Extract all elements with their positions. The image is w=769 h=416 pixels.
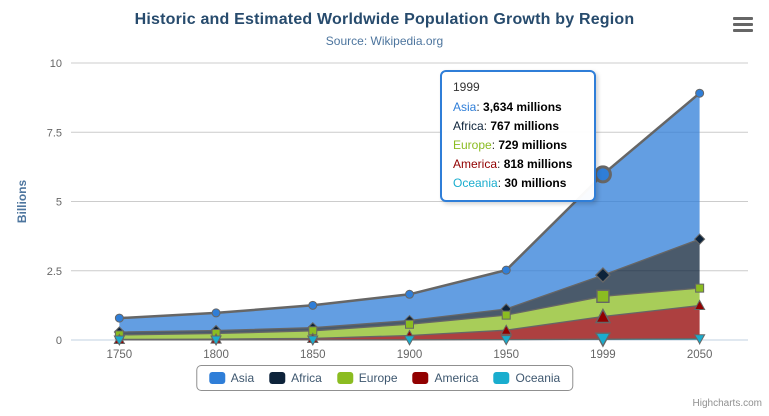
chart-title: Historic and Estimated Worldwide Populat… bbox=[134, 11, 635, 28]
point-america-2050[interactable] bbox=[693, 299, 706, 310]
point-asia-2050[interactable] bbox=[695, 88, 705, 98]
burger-bar bbox=[733, 17, 753, 20]
point-asia-1750[interactable] bbox=[114, 313, 124, 323]
chart-subtitle: Source: Wikipedia.org bbox=[325, 34, 444, 48]
point-asia-1999[interactable] bbox=[593, 165, 612, 184]
x-axis-tick-label: 1800 bbox=[203, 349, 229, 361]
legend-item-asia[interactable]: Asia bbox=[208, 371, 255, 385]
legend-label: America bbox=[434, 371, 479, 385]
point-america-1950[interactable] bbox=[500, 324, 513, 335]
point-africa-2050[interactable] bbox=[693, 233, 706, 245]
y-axis-tick-label: 5 bbox=[56, 197, 62, 209]
y-axis-tick-label: 10 bbox=[50, 58, 62, 70]
point-asia-1800[interactable] bbox=[211, 308, 221, 318]
legend-label: Oceania bbox=[515, 371, 561, 385]
point-oceania-1950[interactable] bbox=[500, 335, 513, 346]
point-oceania-1750[interactable] bbox=[113, 335, 126, 346]
point-asia-1900[interactable] bbox=[405, 289, 414, 299]
x-axis-tick-label: 1850 bbox=[300, 349, 326, 361]
legend-label: Europe bbox=[358, 371, 398, 385]
legend-swatch-icon bbox=[493, 372, 510, 384]
y-axis-title: Billions bbox=[15, 180, 29, 224]
context-menu-icon[interactable] bbox=[733, 17, 753, 35]
point-asia-1850[interactable] bbox=[308, 300, 318, 310]
x-axis-tick-label: 1950 bbox=[493, 349, 519, 361]
area-asia[interactable] bbox=[119, 93, 700, 332]
y-axis-tick-label: 0 bbox=[56, 335, 62, 347]
burger-bar bbox=[733, 23, 753, 26]
point-europe-2050[interactable] bbox=[695, 283, 705, 293]
point-america-1999[interactable] bbox=[594, 308, 612, 324]
legend-item-europe[interactable]: Europe bbox=[336, 371, 398, 385]
legend-item-africa[interactable]: Africa bbox=[269, 371, 322, 385]
y-axis-tick-label: 2.5 bbox=[47, 266, 62, 278]
point-europe-1900[interactable] bbox=[405, 319, 414, 329]
x-axis-tick-label: 1900 bbox=[397, 349, 423, 361]
burger-bar bbox=[733, 29, 753, 32]
legend-swatch-icon bbox=[412, 372, 429, 384]
point-oceania-1850[interactable] bbox=[306, 335, 319, 346]
legend: Asia Africa Europe America Oceania bbox=[195, 365, 574, 391]
area-africa[interactable] bbox=[119, 239, 700, 335]
point-asia-1950[interactable] bbox=[501, 265, 511, 275]
x-axis-tick-label: 1750 bbox=[107, 349, 133, 361]
point-europe-1850[interactable] bbox=[308, 326, 318, 336]
y-axis-tick-label: 7.5 bbox=[47, 127, 62, 139]
legend-label: Asia bbox=[230, 371, 255, 385]
point-europe-1950[interactable] bbox=[501, 310, 511, 320]
point-oceania-1999[interactable] bbox=[594, 332, 612, 348]
point-oceania-1800[interactable] bbox=[210, 335, 222, 346]
x-axis-tick-label: 2050 bbox=[687, 349, 713, 361]
x-axis-tick-label: 1999 bbox=[590, 349, 616, 361]
legend-swatch-icon bbox=[336, 372, 353, 384]
legend-item-oceania[interactable]: Oceania bbox=[493, 371, 561, 385]
area-america[interactable] bbox=[119, 305, 700, 340]
legend-swatch-icon bbox=[269, 372, 286, 384]
credits-link[interactable]: Highcharts.com bbox=[692, 398, 762, 409]
point-europe-1999[interactable] bbox=[596, 289, 610, 304]
legend-item-america[interactable]: America bbox=[412, 371, 479, 385]
point-oceania-2050[interactable] bbox=[693, 334, 706, 345]
point-africa-1999[interactable] bbox=[594, 267, 611, 284]
legend-swatch-icon bbox=[208, 372, 225, 384]
point-oceania-1900[interactable] bbox=[403, 335, 416, 346]
legend-label: Africa bbox=[291, 371, 322, 385]
